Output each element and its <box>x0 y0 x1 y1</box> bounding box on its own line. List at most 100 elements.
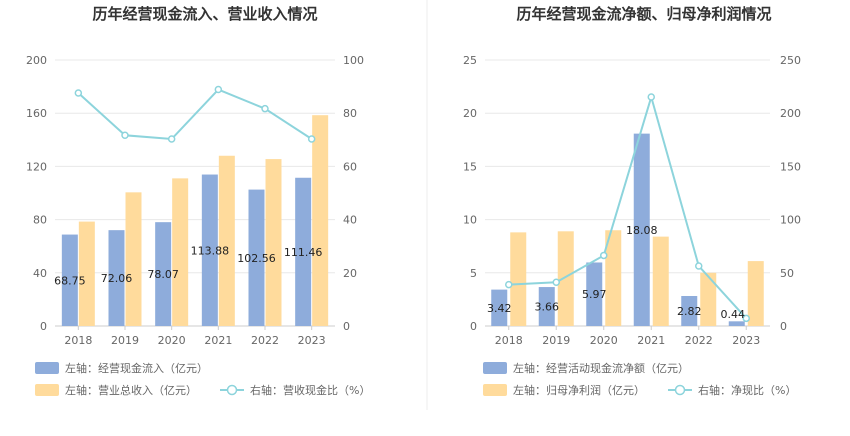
right-chart-ratio-point <box>695 262 703 270</box>
left-chart-title: 历年经营现金流入、营业收入情况 <box>92 5 317 23</box>
right-chart-bar-primary <box>681 295 698 326</box>
right-chart-bar-data-label: 3.42 <box>487 302 512 315</box>
right-chart-data-labels: 3.42 3.66 5.97 18.08 2.82 0.44 <box>487 224 745 321</box>
left-chart-left-tick-label: 200 <box>26 54 47 67</box>
right-chart-x-tick-label: 2020 <box>590 334 618 347</box>
left-chart-ratio-point <box>214 85 223 94</box>
left-chart-ratio-line <box>77 88 313 141</box>
right-chart-bar-primary <box>538 287 555 326</box>
legend-label-operating-cash-inflow: 左轴：经营现金流入（亿元） <box>65 361 208 375</box>
right-chart-left-tick-label: 5 <box>470 267 477 280</box>
left-chart-bar-primary <box>201 174 218 326</box>
right-chart-left-tick-label: 15 <box>463 160 477 173</box>
left-chart-bar-primary <box>61 234 78 326</box>
right-chart-bar-primary <box>491 289 508 326</box>
right-chart-right-tick-label: 150 <box>780 160 801 173</box>
left-chart-bar-data-label: 102.56 <box>237 252 276 265</box>
left-chart-x-tick-label: 2021 <box>204 334 232 347</box>
left-chart-left-axis-ticks: 0 40 80 120 160 200 <box>26 54 47 333</box>
legend-swatch-marker-net-cash-ratio <box>674 384 686 396</box>
left-chart-x-tick-label: 2018 <box>64 334 92 347</box>
right-chart-bar-secondary <box>700 272 717 326</box>
legend-swatch-operating-cash-inflow <box>35 362 59 374</box>
right-chart-right-tick-label: 0 <box>780 320 787 333</box>
right-chart-left-tick-label: 25 <box>463 54 477 67</box>
left-chart-right-tick-label: 40 <box>343 214 357 227</box>
left-chart-bar-secondary <box>125 192 142 326</box>
right-chart-bar-data-label: 5.97 <box>582 288 607 301</box>
left-chart-right-tick-label: 100 <box>343 54 364 67</box>
left-chart-bar-data-label: 72.06 <box>101 272 133 285</box>
left-chart-right-tick-label: 0 <box>343 320 350 333</box>
legend-item-net-profit[interactable]: 左轴：归母净利润（亿元） <box>483 383 645 397</box>
left-chart-data-labels: 68.75 72.06 78.07 113.88 102.56 111.46 <box>54 244 322 287</box>
legend-swatch-operating-net-cash-flow <box>483 362 507 374</box>
legend-swatch-marker-revenue-cash-ratio <box>226 384 238 396</box>
left-chart-right-tick-label: 80 <box>343 107 357 120</box>
left-chart-bar-data-label: 78.07 <box>147 268 179 281</box>
left-chart-ratio-point <box>74 89 83 97</box>
right-chart-ratio-point <box>552 278 560 287</box>
left-chart-left-tick-label: 160 <box>26 107 47 120</box>
left-chart-bar-secondary <box>78 221 95 326</box>
right-chart-bar-primary <box>633 133 650 326</box>
legend-swatch-net-profit <box>483 384 507 396</box>
right-chart-x-tick-label: 2018 <box>495 334 523 347</box>
right-chart-bar-secondary <box>605 230 622 326</box>
left-chart-bar-data-label: 111.46 <box>284 246 323 259</box>
left-chart-bars <box>61 115 329 326</box>
right-chart-bar-secondary <box>510 232 527 326</box>
right-chart-bars <box>491 133 764 326</box>
left-chart-left-tick-label: 0 <box>40 320 47 333</box>
right-chart-ratio-point <box>600 251 608 260</box>
right-chart-bar-primary <box>586 262 603 326</box>
left-chart-bar-data-label: 68.75 <box>54 274 86 287</box>
right-chart-x-tick-label: 2022 <box>685 334 713 347</box>
left-chart-ratio-point <box>261 104 269 113</box>
legend-item-operating-cash-inflow[interactable]: 左轴：经营现金流入（亿元） <box>35 361 208 375</box>
right-chart-ratio-point <box>742 314 750 323</box>
right-chart-right-tick-label: 100 <box>780 214 801 227</box>
right-chart-bar-primary <box>728 321 745 326</box>
left-chart-bar-data-label: 113.88 <box>191 244 230 257</box>
left-chart-ratio-point <box>307 135 316 143</box>
right-chart-line <box>505 93 750 323</box>
right-chart-right-tick-label: 250 <box>780 54 801 67</box>
left-chart-bar-primary <box>155 222 172 326</box>
right-chart-x-tick-label: 2023 <box>732 334 760 347</box>
right-chart-x-axis-ticks: 2018 2019 2020 2021 2022 2023 <box>495 326 760 347</box>
right-chart-bar-secondary <box>747 261 764 326</box>
legend-item-revenue-cash-ratio[interactable]: 右轴：营收现金比（%） <box>220 383 370 397</box>
left-chart-x-axis-ticks: 2018 2019 2020 2021 2022 2023 <box>64 326 326 347</box>
right-chart-right-tick-label: 50 <box>780 267 794 280</box>
left-chart-x-tick-label: 2023 <box>298 334 326 347</box>
left-chart-x-tick-label: 2020 <box>158 334 186 347</box>
legend-item-operating-net-cash-flow[interactable]: 左轴：经营活动现金流净额（亿元） <box>483 361 689 375</box>
right-chart-x-tick-label: 2021 <box>637 334 665 347</box>
right-chart-panel: 历年经营现金流净额、归母净利润情况 0 5 10 15 20 25 0 50 100 150 20… <box>463 5 801 397</box>
right-chart-bar-data-label: 3.66 <box>535 301 560 314</box>
legend-label-net-profit: 左轴：归母净利润（亿元） <box>513 383 645 397</box>
left-chart-right-tick-label: 20 <box>343 267 357 280</box>
right-chart-x-tick-label: 2019 <box>542 334 570 347</box>
legend-label-total-revenue: 左轴：营业总收入（亿元） <box>65 383 197 397</box>
left-chart-right-tick-label: 60 <box>343 160 357 173</box>
legend-item-total-revenue[interactable]: 左轴：营业总收入（亿元） <box>35 383 197 397</box>
left-chart-right-axis-ticks: 0 20 40 60 80 100 <box>343 54 364 333</box>
left-chart-bar-primary <box>248 189 265 326</box>
legend-label-operating-net-cash-flow: 左轴：经营活动现金流净额（亿元） <box>513 361 689 375</box>
left-chart-ratio-point <box>167 135 176 143</box>
left-chart-x-tick-label: 2022 <box>251 334 279 347</box>
left-chart-line <box>74 85 316 143</box>
right-chart-ratio-point <box>647 93 655 101</box>
left-chart-grid <box>55 59 335 327</box>
right-chart-ratio-line <box>508 93 747 320</box>
left-chart-bar-secondary <box>218 155 235 326</box>
right-chart-title: 历年经营现金流净额、归母净利润情况 <box>516 5 771 23</box>
right-chart-left-tick-label: 10 <box>463 214 477 227</box>
right-chart-right-axis-ticks: 0 50 100 150 200 250 <box>780 54 801 333</box>
right-chart-bar-data-label: 18.08 <box>626 224 658 237</box>
legend-item-net-cash-ratio[interactable]: 右轴：净现比（%） <box>668 383 796 397</box>
left-chart-bar-secondary <box>265 159 282 326</box>
right-chart-ratio-point <box>505 280 513 289</box>
